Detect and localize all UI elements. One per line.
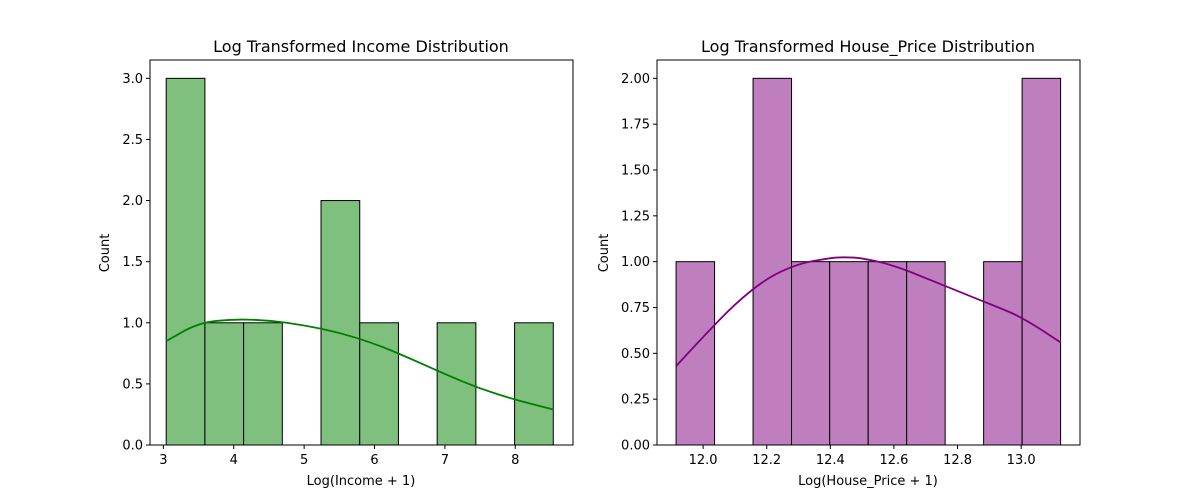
histogram-bar (675, 261, 716, 446)
x-tick-label: 12.4 (816, 453, 845, 468)
y-tick-label: 1.00 (621, 255, 650, 270)
histogram-bar (829, 261, 869, 446)
x-tick-label: 3 (159, 453, 167, 468)
x-tick-label: 12.0 (689, 453, 718, 468)
histogram-bar (204, 322, 245, 446)
y-tick-label: 3.0 (122, 72, 143, 87)
y-tick-label: 0.25 (621, 393, 650, 408)
y-tick-label: 1.0 (122, 316, 143, 331)
histogram-bar (752, 77, 793, 446)
kde-line (675, 256, 1062, 367)
x-tick-label: 8 (511, 453, 519, 468)
histogram-bar (514, 322, 554, 446)
income-histogram-panel: Log Transformed Income Distribution Log(… (98, 37, 574, 489)
y-tick-label: 1.5 (122, 255, 143, 270)
y-tick-label: 0.50 (621, 347, 650, 362)
x-tick-label: 5 (300, 453, 308, 468)
histogram-bar (243, 322, 283, 446)
y-tick-label: 0.75 (621, 301, 650, 316)
histogram-bar (1021, 77, 1062, 446)
histogram-bar (867, 261, 908, 446)
y-tick-label: 1.75 (621, 118, 650, 133)
chart-title: Log Transformed House_Price Distribution (701, 37, 1035, 57)
x-tick-label: 12.6 (879, 453, 908, 468)
chart-title: Log Transformed Income Distribution (213, 37, 509, 56)
histogram-bar (906, 261, 946, 446)
histogram-bar (983, 261, 1023, 446)
x-tick-label: 7 (441, 453, 449, 468)
y-tick-label: 1.50 (621, 164, 650, 179)
x-tick-label: 12.8 (943, 453, 972, 468)
plot-frame (656, 59, 1081, 446)
x-tick-label: 13.0 (1007, 453, 1036, 468)
plot-frame (149, 59, 574, 446)
x-axis-label: Log(Income + 1) (307, 474, 416, 489)
histogram-bar (791, 261, 831, 446)
y-tick-label: 0.00 (621, 439, 650, 454)
x-tick-label: 4 (230, 453, 238, 468)
x-tick-label: 6 (370, 453, 378, 468)
histogram-bar (165, 77, 206, 446)
kde-line (165, 318, 554, 411)
x-axis-label: Log(House_Price + 1) (798, 474, 938, 489)
histogram-bar (320, 200, 361, 446)
y-tick-label: 0.0 (122, 439, 143, 454)
house-price-histogram-panel: Log Transformed House_Price Distribution… (597, 37, 1081, 489)
y-axis-label: Count (597, 234, 612, 273)
y-tick-label: 2.0 (122, 194, 143, 209)
y-tick-label: 2.00 (621, 72, 650, 87)
y-tick-label: 2.5 (122, 133, 143, 148)
y-tick-label: 0.5 (122, 377, 143, 392)
y-axis-label: Count (98, 234, 113, 273)
histogram-bar (359, 322, 399, 446)
y-tick-label: 1.25 (621, 209, 650, 224)
x-tick-label: 12.2 (752, 453, 781, 468)
